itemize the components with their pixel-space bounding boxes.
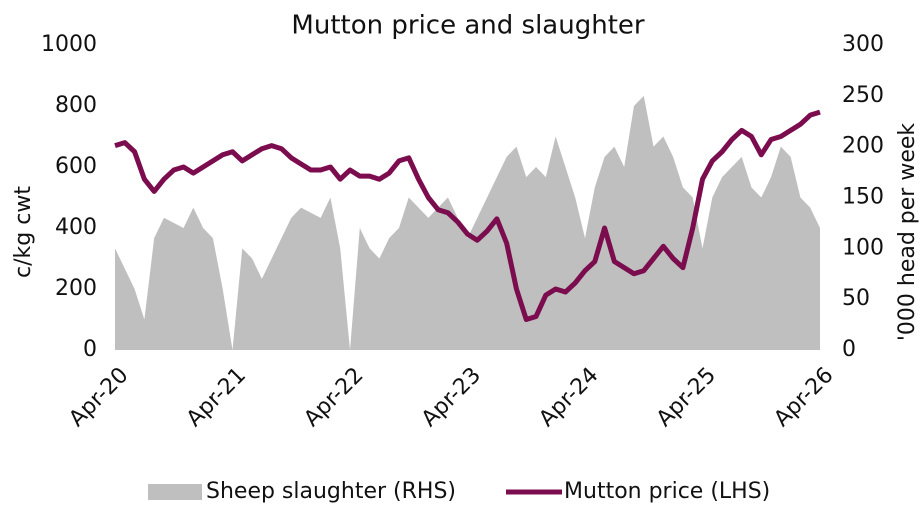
x-tick-label: Apr-23 <box>417 363 486 432</box>
y-axis-label: c/kg cwt <box>11 186 36 278</box>
legend-label: Mutton price (LHS) <box>564 479 770 504</box>
area <box>115 95 820 350</box>
x-tick-label: Apr-26 <box>769 363 838 432</box>
y2-axis-label: '000 head per week <box>895 123 920 342</box>
y2-tick-label: 0 <box>842 337 856 362</box>
y2-tick-label: 300 <box>842 32 884 57</box>
x-tick-label: Apr-22 <box>299 363 368 432</box>
legend-label: Sheep slaughter (RHS) <box>206 479 456 504</box>
y2-tick-label: 50 <box>842 286 870 311</box>
y2-tick-label: 150 <box>842 185 884 210</box>
x-tick-label: Apr-20 <box>64 363 133 432</box>
y-tick-label: 200 <box>55 276 97 301</box>
x-tick-label: Apr-25 <box>652 363 721 432</box>
chart-title: Mutton price and slaughter <box>291 11 644 41</box>
line <box>114 109 821 322</box>
y-tick-label: 0 <box>83 337 97 362</box>
y2-tick-label: 250 <box>842 83 884 108</box>
y-tick-label: 800 <box>55 93 97 118</box>
x-tick-label: Apr-24 <box>534 363 603 432</box>
y-tick-label: 1000 <box>41 32 97 57</box>
x-tick-label: Apr-21 <box>182 363 251 432</box>
y2-tick-label: 100 <box>842 235 884 260</box>
y-tick-label: 600 <box>55 154 97 179</box>
y2-tick-label: 200 <box>842 134 884 159</box>
legend-swatch <box>148 484 202 500</box>
y-tick-label: 400 <box>55 215 97 240</box>
